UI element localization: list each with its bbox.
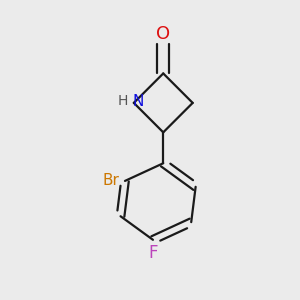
Text: H: H: [118, 94, 128, 108]
Text: N: N: [132, 94, 144, 109]
Text: Br: Br: [102, 173, 119, 188]
Text: F: F: [148, 244, 158, 262]
Text: O: O: [156, 25, 170, 43]
